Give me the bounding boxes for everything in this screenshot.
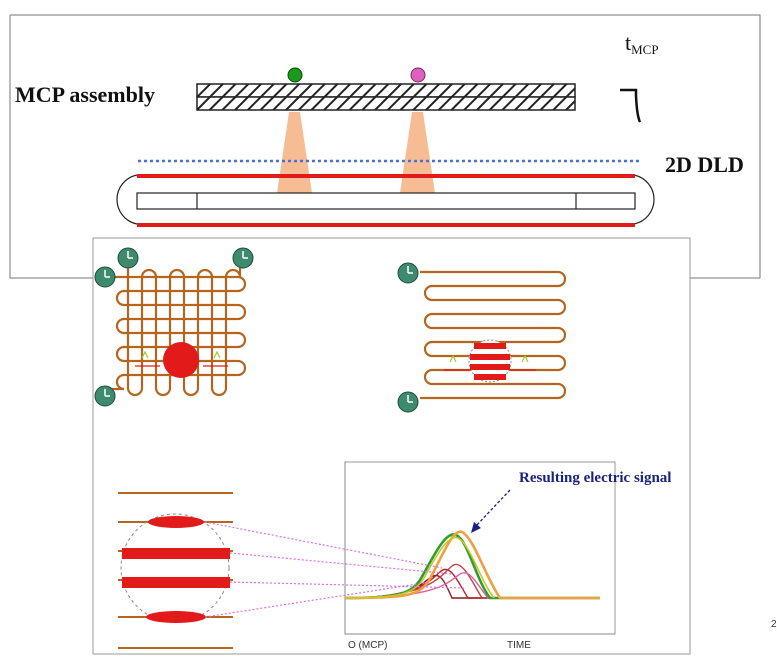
crossed-delay-line-anode (107, 260, 247, 397)
clock-icon (94, 266, 116, 288)
summed-pulse-yellow (344, 536, 495, 599)
mcp-assembly-label: MCP assembly (15, 82, 155, 107)
clock-icon (117, 247, 139, 269)
signal-arrows-left-anode (135, 350, 228, 367)
clock-icon (397, 262, 419, 284)
electron-green (287, 67, 303, 83)
electron-cloud-cone-right (400, 112, 435, 193)
t-mcp-label: tMCP (625, 30, 659, 58)
signal-plot (344, 461, 616, 635)
clock-icon (232, 247, 254, 269)
signal-arrows-right-anode (444, 354, 536, 371)
charge-cloud-sliced (468, 339, 512, 383)
summed-pulse-orange (344, 530, 600, 600)
t-label: t (625, 30, 632, 55)
zoomed-charge-cloud (118, 492, 233, 649)
clock-icon (94, 385, 116, 407)
mapping-lines (204, 521, 467, 618)
mcp-plate-top (196, 83, 576, 98)
serpentine-delay-line-anode (420, 270, 567, 400)
delay-line-anode-side (116, 174, 655, 227)
dld-label: 2D DLD (665, 152, 744, 177)
t-subscript: MCP (631, 42, 659, 57)
mcp-panel (9, 14, 761, 279)
clock-icon (397, 391, 419, 413)
resulting-signal-arrow (471, 489, 511, 533)
electron-cloud-cone-left (277, 112, 312, 193)
resulting-signal-label: Resulting electric signal (519, 470, 672, 486)
mcp-pulse-icon (620, 88, 642, 123)
page-number: 2 (771, 619, 777, 630)
mcp-plate-bottom (196, 96, 576, 111)
axis-time-label: TIME (507, 640, 531, 651)
charge-cloud (163, 342, 199, 378)
axis-origin-label: O (MCP) (348, 640, 388, 651)
electron-pink (410, 67, 426, 83)
